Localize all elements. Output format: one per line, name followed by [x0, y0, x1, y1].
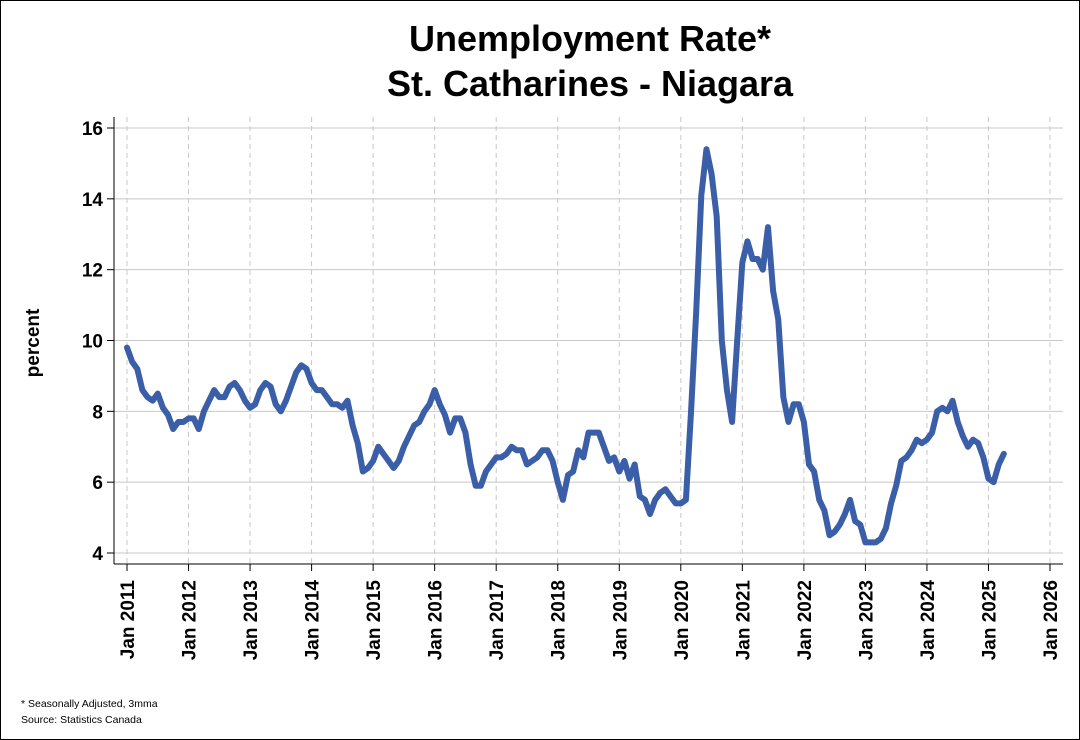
x-tick-label: Jan 2013 — [241, 580, 262, 660]
x-tick-label: Jan 2016 — [426, 580, 447, 660]
x-tick-label: Jan 2023 — [856, 580, 877, 660]
chart-title: Unemployment Rate* — [409, 18, 771, 59]
y-tick-label: 8 — [92, 402, 103, 423]
series-layer — [124, 146, 1007, 546]
x-tick-label: Jan 2015 — [364, 580, 385, 661]
x-tick-label: Jan 2026 — [1041, 580, 1062, 660]
x-tick-label: Jan 2022 — [795, 580, 816, 660]
y-tick-label: 10 — [82, 332, 103, 353]
source-note: Source: Statistics Canada — [21, 714, 142, 726]
x-tick-label: Jan 2019 — [610, 580, 631, 660]
axes: 4 6 8 10 12 14 16 Jan 2011 Jan 2012 Jan 2013 Jan 2… — [82, 117, 1063, 660]
x-tick-label: Jan 2025 — [979, 580, 1000, 661]
x-tick-label: Jan 2020 — [672, 580, 693, 660]
y-tick-label: 16 — [82, 119, 103, 140]
x-tick-label: Jan 2012 — [180, 580, 201, 660]
y-tick-label: 14 — [82, 190, 104, 211]
chart-subtitle: St. Catharines - Niagara — [387, 63, 794, 104]
y-tick-label: 6 — [92, 473, 103, 494]
x-tick-label: Jan 2011 — [118, 580, 139, 660]
x-tick-label: Jan 2018 — [549, 580, 570, 660]
x-tick-label: Jan 2014 — [303, 580, 324, 661]
footnote: * Seasonally Adjusted, 3mma — [21, 698, 158, 710]
x-tick-label: Jan 2024 — [918, 580, 939, 661]
grid — [114, 117, 1063, 564]
y-tick-label: 12 — [82, 261, 103, 282]
y-tick-label: 4 — [92, 544, 103, 565]
y-axis-label: percent — [23, 308, 44, 377]
series-line — [124, 146, 1007, 546]
x-tick-label: Jan 2021 — [733, 580, 754, 661]
x-tick-label: Jan 2017 — [487, 580, 508, 660]
